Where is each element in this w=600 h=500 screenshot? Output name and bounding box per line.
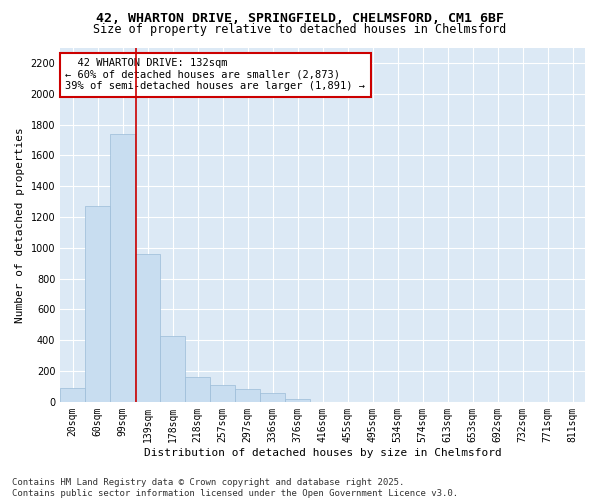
Bar	[85, 206, 110, 402]
Bar	[60, 388, 85, 402]
Bar	[210, 385, 235, 402]
Bar	[135, 254, 160, 402]
Text: 42, WHARTON DRIVE, SPRINGFIELD, CHELMSFORD, CM1 6BF: 42, WHARTON DRIVE, SPRINGFIELD, CHELMSFO…	[96, 12, 504, 26]
Text: Contains HM Land Registry data © Crown copyright and database right 2025.
Contai: Contains HM Land Registry data © Crown c…	[12, 478, 458, 498]
Bar	[235, 388, 260, 402]
X-axis label: Distribution of detached houses by size in Chelmsford: Distribution of detached houses by size …	[144, 448, 502, 458]
Bar	[110, 134, 135, 402]
Text: 42 WHARTON DRIVE: 132sqm  
← 60% of detached houses are smaller (2,873)
39% of s: 42 WHARTON DRIVE: 132sqm ← 60% of detach…	[65, 58, 365, 92]
Bar	[260, 392, 285, 402]
Bar	[185, 377, 210, 402]
Text: Size of property relative to detached houses in Chelmsford: Size of property relative to detached ho…	[94, 22, 506, 36]
Bar	[285, 399, 310, 402]
Bar	[160, 336, 185, 402]
Y-axis label: Number of detached properties: Number of detached properties	[15, 127, 25, 322]
